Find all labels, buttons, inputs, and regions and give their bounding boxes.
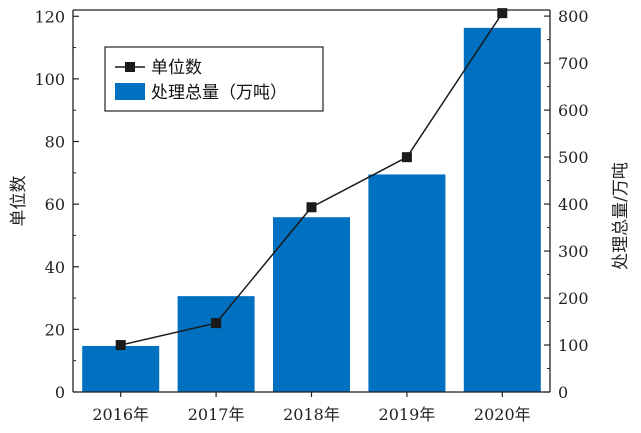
x-tick-label: 2017年 [188,405,245,424]
legend-bar-swatch [115,83,145,100]
y2-tick-label: 200 [558,289,589,308]
y2-tick-label: 500 [558,148,589,167]
line-layer [115,8,508,351]
bar-2016年 [82,345,160,392]
x-tick-label: 2018年 [283,405,340,424]
y-tick-label: 80 [45,133,65,152]
y2-axis-title: 处理总量/万吨 [611,162,631,270]
y2-tick-label: 700 [558,54,589,73]
y2-tick-label: 300 [558,242,589,261]
point-2018年 [306,202,317,213]
y2-tick-label: 800 [558,7,589,26]
y2-tick-label: 0 [558,383,568,402]
legend-marker-swatch [125,62,135,72]
x-tick-label: 2016年 [92,405,149,424]
y-tick-label: 60 [45,195,65,214]
y2-tick-label: 400 [558,195,589,214]
point-2017年 [211,318,222,329]
bar-2018年 [273,217,350,392]
x-tick-label: 2020年 [474,405,531,424]
bar-2017年 [177,296,255,392]
point-2019年 [401,152,412,163]
legend-label-units: 单位数 [151,58,202,78]
bar-2020年 [463,27,541,392]
bars-layer [82,27,541,392]
y-axis-title: 单位数 [9,176,29,227]
y-tick-label: 120 [34,7,65,26]
y2-tick-label: 600 [558,101,589,120]
y-tick-label: 40 [45,258,65,277]
point-2016年 [115,340,126,351]
x-tick-label: 2019年 [379,405,436,424]
legend-box [104,46,324,112]
legend-label-volume: 处理总量（万吨） [151,83,287,103]
y-tick-label: 100 [34,70,65,89]
axes-layer: 0 20 40 60 80 100 120 0 100 200 300 400 500 600 700 800… [9,7,631,424]
y-tick-label: 0 [55,383,65,402]
y2-tick-label: 100 [558,336,589,355]
bar-2019年 [368,174,446,392]
point-2020年 [497,8,508,19]
y-tick-label: 20 [45,320,65,339]
